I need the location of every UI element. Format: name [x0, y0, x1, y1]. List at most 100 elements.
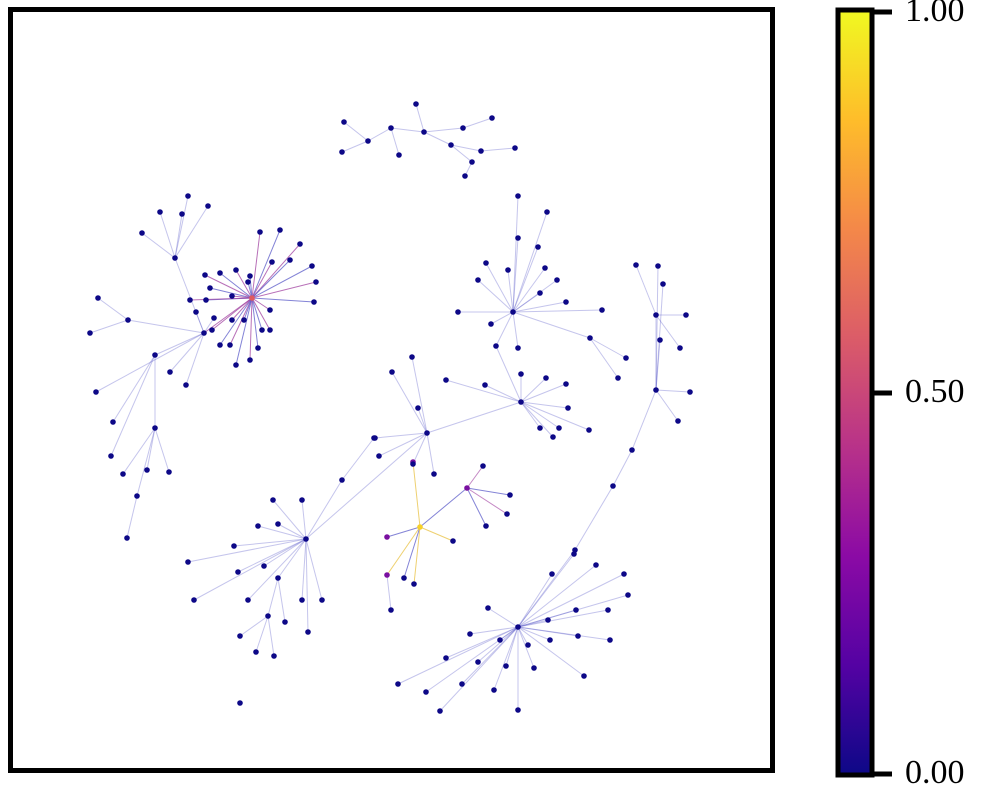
edge: [517, 626, 535, 669]
edge: [233, 538, 307, 547]
edge: [466, 487, 511, 496]
node: [275, 521, 281, 527]
node: [677, 345, 683, 351]
node: [187, 297, 193, 303]
edge: [141, 232, 176, 259]
node: [125, 317, 131, 323]
node: [255, 345, 261, 351]
node: [287, 257, 293, 263]
edge: [477, 626, 519, 663]
edge: [301, 499, 307, 540]
edge: [517, 573, 625, 628]
edge: [520, 383, 567, 403]
edge: [512, 211, 548, 313]
edge: [477, 279, 514, 313]
edge: [517, 609, 609, 628]
node: [409, 354, 415, 360]
node: [299, 497, 305, 503]
edge: [136, 427, 156, 497]
edge: [450, 144, 482, 152]
node: [191, 597, 197, 603]
edge: [305, 479, 343, 540]
node: [152, 425, 158, 431]
node: [271, 653, 277, 659]
node: [655, 263, 661, 269]
node: [401, 575, 407, 581]
node: [396, 152, 402, 158]
edge: [251, 297, 271, 311]
edge: [231, 295, 253, 299]
edge: [249, 275, 253, 299]
node: [515, 235, 521, 241]
node: [512, 145, 518, 151]
edge: [517, 626, 611, 641]
node: [233, 362, 239, 368]
node: [389, 369, 395, 375]
node: [571, 551, 577, 557]
node: [339, 149, 345, 155]
edge: [341, 437, 375, 481]
edge: [301, 538, 307, 601]
node: [411, 581, 417, 587]
node: [172, 255, 178, 261]
node: [93, 389, 99, 395]
node: [108, 453, 114, 459]
edge: [517, 626, 529, 646]
node: [443, 377, 449, 383]
edge: [512, 292, 541, 313]
colorbar: [835, 7, 875, 778]
node: [207, 285, 213, 291]
edge: [235, 297, 253, 366]
edge: [512, 311, 519, 349]
node: [217, 342, 223, 348]
edge: [589, 337, 619, 379]
edge: [237, 538, 307, 573]
node: [371, 435, 377, 441]
node: [462, 173, 468, 179]
edge: [231, 297, 253, 321]
node: [341, 119, 347, 125]
node: [450, 538, 456, 544]
edge: [257, 525, 307, 540]
node: [259, 327, 265, 333]
node: [505, 267, 511, 273]
edge: [411, 356, 428, 434]
edge: [466, 487, 508, 515]
node: [245, 279, 251, 285]
edge: [305, 538, 309, 633]
edge: [159, 211, 176, 259]
edge: [386, 526, 421, 576]
edge: [612, 449, 633, 487]
edge: [305, 538, 323, 601]
node: [683, 312, 689, 318]
edge: [251, 297, 315, 303]
node: [185, 193, 191, 199]
plot-frame: [8, 7, 775, 773]
edge: [386, 574, 392, 611]
node: [544, 209, 550, 215]
node: [282, 619, 288, 625]
node: [410, 461, 416, 467]
node: [599, 307, 605, 313]
edge: [484, 384, 522, 403]
node: [297, 241, 303, 247]
edge: [174, 213, 183, 259]
edge: [251, 243, 301, 299]
node: [233, 267, 239, 273]
edge: [112, 354, 156, 423]
edge: [485, 262, 514, 313]
edge: [249, 297, 253, 361]
edge: [450, 144, 473, 163]
edge: [203, 317, 215, 334]
node: [247, 357, 253, 363]
edge: [512, 309, 603, 313]
edge: [154, 427, 170, 473]
node: [475, 277, 481, 283]
edge: [403, 526, 421, 579]
node: [554, 277, 560, 283]
edge: [251, 297, 259, 349]
edge: [655, 389, 691, 393]
edge: [517, 573, 553, 628]
node: [448, 142, 454, 148]
